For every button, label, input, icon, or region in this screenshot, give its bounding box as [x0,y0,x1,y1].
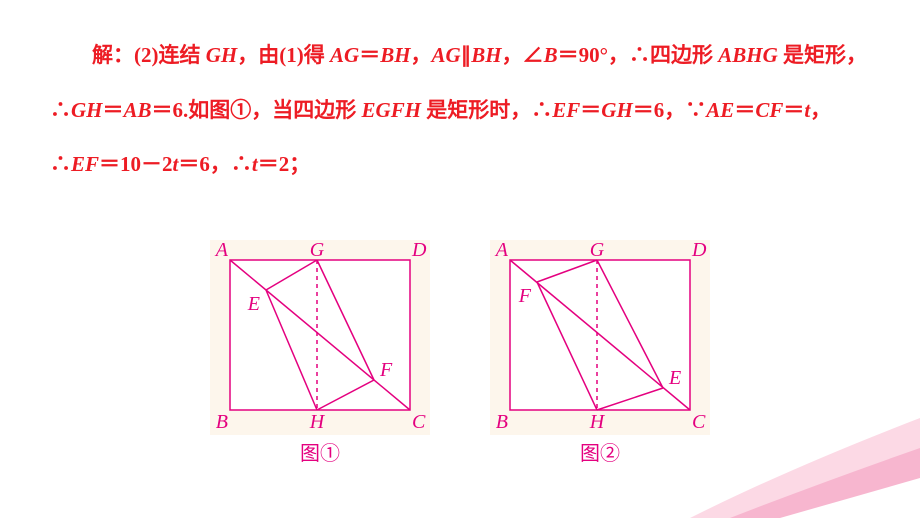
figure-2: A D B C G H F E 图② [490,240,710,466]
slide: { "solution": { "prefix": "解：(2)连结 ", "G… [0,0,920,518]
svg-text:G: G [310,240,325,261]
svg-text:H: H [589,411,606,433]
svg-text:A: A [494,240,509,261]
svg-text:D: D [411,240,427,261]
svg-text:E: E [247,293,260,315]
figure-2-caption: 图② [490,437,710,466]
svg-text:F: F [379,359,393,381]
svg-text:B: B [496,411,508,433]
svg-text:B: B [216,411,228,433]
svg-text:G: G [590,240,605,261]
figure-1-svg: A D B C G H E F [210,240,430,435]
svg-text:D: D [691,240,707,261]
svg-text:E: E [668,367,681,389]
svg-text:H: H [309,411,326,433]
solution-text: 解：(2)连结 GH，由(1)得 AG＝BH，AG∥BH，∠B＝90°，∴四边形… [50,28,870,192]
svg-text:C: C [692,411,706,433]
svg-text:F: F [518,285,532,307]
figure-1: A D B C G H E F 图① [210,240,430,466]
figures-row: A D B C G H E F 图① A D B C G H F E 图② [0,240,920,466]
figure-2-svg: A D B C G H F E [490,240,710,435]
svg-text:A: A [214,240,229,261]
svg-text:C: C [412,411,426,433]
figure-1-caption: 图① [210,437,430,466]
